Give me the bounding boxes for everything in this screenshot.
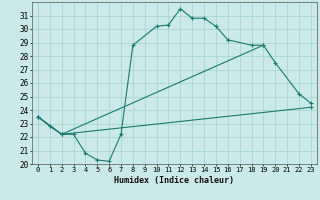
X-axis label: Humidex (Indice chaleur): Humidex (Indice chaleur) — [115, 176, 234, 185]
